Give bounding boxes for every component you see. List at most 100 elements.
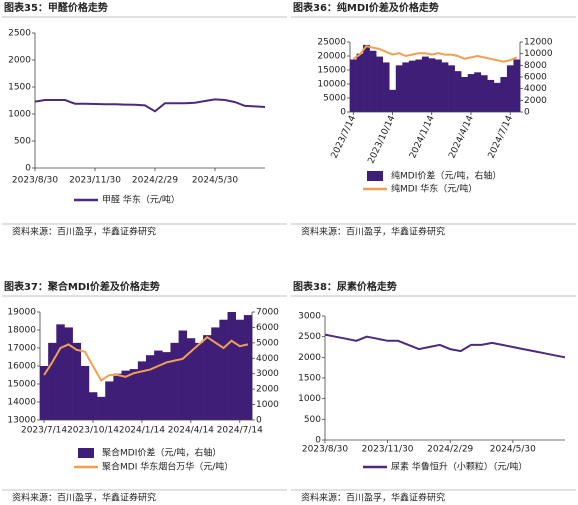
bar (408, 60, 416, 112)
bar (48, 342, 57, 420)
legend-label: 聚合MDI价差（元/吨，右轴） (102, 447, 221, 459)
bar (356, 53, 364, 112)
legend-label: 纯MDI 华东（元/吨） (391, 183, 477, 195)
source-note: 资料来源：百川盈孚，华鑫证券研究 (301, 226, 445, 238)
y2-tick-label: 1000 (256, 400, 279, 410)
bar (154, 350, 163, 420)
y-tick-label: 2000 (298, 353, 321, 363)
x-tick-label: 2024/5/30 (490, 445, 536, 455)
bar (513, 59, 521, 112)
y2-tick-label: 2000 (524, 96, 547, 106)
bar (474, 72, 482, 112)
x-tick-label: 2024/7/14 (487, 114, 516, 160)
y-tick-label: 15000 (317, 66, 346, 76)
panel-title: 图表37：聚合MDI价差及价格走势 (4, 280, 160, 293)
y-tick-label: 0 (340, 108, 346, 118)
y2-tick-label: 0 (524, 108, 530, 118)
line (43, 335, 249, 382)
y-tick-label: 15000 (7, 380, 36, 390)
x-tick-label: 2024/2/29 (132, 176, 178, 186)
line (324, 333, 566, 359)
bar (448, 65, 455, 112)
bar (454, 71, 462, 112)
bar (186, 338, 196, 420)
panel-title: 图表38：尿素价格走势 (293, 280, 397, 293)
y-tick-label: 5000 (323, 94, 346, 104)
bar (467, 74, 475, 112)
bar (203, 335, 212, 420)
y-tick-label: 1000 (298, 394, 321, 404)
x-tick-label: 2023/10/14 (366, 114, 397, 165)
bar (428, 58, 436, 112)
y-tick-label: 3000 (298, 312, 321, 322)
bar (80, 366, 90, 420)
bar (162, 352, 171, 420)
x-tick-label: 2024/2/29 (427, 445, 473, 455)
y-tick-label: 13000 (7, 416, 36, 426)
y2-tick-label: 2000 (256, 385, 279, 395)
bar (376, 56, 383, 112)
y-tick-label: 19000 (7, 308, 36, 318)
x-tick-label: 2024/4/14 (168, 426, 214, 436)
y-tick-label: 1000 (8, 110, 31, 120)
bar (435, 59, 442, 112)
x-tick-label: 2023/7/14 (330, 114, 359, 160)
y-tick-label: 16000 (7, 362, 36, 372)
bar (137, 361, 147, 420)
y-tick-label: 14000 (7, 398, 36, 408)
y-tick-label: 2500 (298, 332, 321, 342)
y2-tick-label: 8000 (524, 61, 547, 71)
bar (211, 327, 220, 420)
y2-tick-label: 12000 (524, 38, 553, 48)
y2-tick-label: 6000 (524, 73, 547, 83)
bar (395, 65, 403, 112)
source-note: 资料来源：百川盈孚，华鑫证券研究 (12, 226, 156, 238)
legend-label: 甲醛 华东（元/吨） (102, 194, 180, 206)
y-tick-label: 18000 (7, 326, 36, 336)
bar (506, 65, 514, 112)
panel-title: 图表35：甲醛价格走势 (4, 1, 108, 14)
x-tick-label: 2023/8/30 (302, 445, 348, 455)
source-note: 资料来源：百川盈孚，华鑫证券研究 (301, 492, 445, 504)
bar (146, 355, 155, 420)
line (352, 45, 518, 63)
bar (402, 62, 410, 112)
legend-label: 尿素 华鲁恒升（小颗粒）（元/吨） (391, 461, 527, 473)
y-tick-label: 0 (25, 164, 31, 174)
y2-tick-label: 6000 (256, 323, 279, 333)
bar (243, 315, 253, 420)
bar (487, 79, 495, 112)
bar (227, 312, 236, 420)
x-tick-label: 2024/7/14 (217, 426, 263, 436)
bar (40, 366, 49, 420)
source-note: 资料来源：百川盈孚，华鑫证券研究 (12, 492, 156, 504)
bar (105, 381, 114, 420)
bar (421, 56, 429, 112)
legend-label: 聚合MDI 华东烟台万华（元/吨） (102, 461, 233, 473)
x-tick-label: 2024/1/14 (408, 114, 437, 160)
line (34, 98, 266, 113)
bar (97, 396, 106, 420)
x-tick-label: 2024/5/30 (192, 176, 238, 186)
bar (121, 370, 130, 420)
x-tick-label: 2023/8/30 (12, 176, 58, 186)
y2-tick-label: 10000 (524, 49, 553, 59)
bar (493, 82, 501, 112)
y-tick-label: 17000 (7, 344, 36, 354)
bar (500, 77, 508, 112)
y-tick-label: 1500 (8, 83, 31, 93)
bar (219, 319, 228, 420)
y-tick-label: 10000 (317, 80, 346, 90)
y-tick-label: 1500 (298, 374, 321, 384)
y2-tick-label: 7000 (256, 308, 279, 318)
y2-tick-label: 4000 (256, 354, 279, 364)
y-tick-label: 20000 (317, 52, 346, 62)
bar (129, 369, 139, 420)
x-tick-label: 2023/10/14 (67, 426, 119, 436)
legend-swatch (78, 448, 94, 458)
bar (363, 44, 370, 112)
y-tick-label: 0 (315, 436, 321, 446)
y-tick-label: 25000 (317, 38, 346, 48)
bar (64, 327, 73, 420)
